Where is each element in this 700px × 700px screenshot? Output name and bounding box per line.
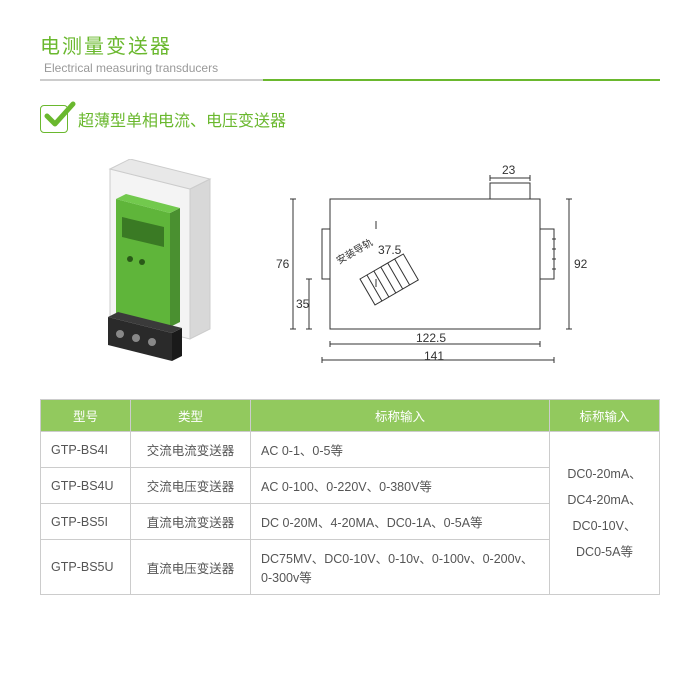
dim-bottom-total: 141 xyxy=(424,349,444,363)
cell-model: GTP-BS4I xyxy=(41,432,131,468)
th-output: 标称输入 xyxy=(550,400,660,432)
dim-bottom-inner: 122.5 xyxy=(416,331,446,345)
cell-type: 直流电压变送器 xyxy=(131,540,251,595)
table-header-row: 型号 类型 标称输入 标称输入 xyxy=(41,400,660,432)
th-type: 类型 xyxy=(131,400,251,432)
dim-side-inner: 35 xyxy=(296,297,309,311)
th-model: 型号 xyxy=(41,400,131,432)
dim-side-mid: 37.5 xyxy=(378,243,401,257)
cell-model: GTP-BS5I xyxy=(41,504,131,540)
cell-input: DC75MV、DC0-10V、0-10v、0-100v、0-200v、0-300… xyxy=(251,540,550,595)
table-row: GTP-BS4I 交流电流变送器 AC 0-1、0-5等 DC0-20mA、 D… xyxy=(41,432,660,468)
cell-output: DC0-20mA、 DC4-20mA、 DC0-10V、 DC0-5A等 xyxy=(550,432,660,595)
title-en: Electrical measuring transducers xyxy=(44,61,660,75)
cell-input: DC 0-20M、4-20MA、DC0-1A、0-5A等 xyxy=(251,504,550,540)
header-divider xyxy=(40,79,660,81)
dim-right: 92 xyxy=(574,257,587,271)
cell-type: 直流电流变送器 xyxy=(131,504,251,540)
output-line: DC4-20mA、 xyxy=(560,487,649,513)
dim-side-total: 76 xyxy=(276,257,289,271)
dimensional-drawing: 23 92 76 35 37.5 安装导轨 122.5 141 xyxy=(260,169,600,369)
section-title: 超薄型单相电流、电压变送器 xyxy=(40,105,660,133)
title-cn: 电测量变送器 xyxy=(40,30,660,59)
th-input: 标称输入 xyxy=(251,400,550,432)
cell-type: 交流电压变送器 xyxy=(131,468,251,504)
check-icon xyxy=(40,105,68,133)
dim-top: 23 xyxy=(502,163,515,177)
output-line: DC0-10V、 xyxy=(560,513,649,539)
spec-table: 型号 类型 标称输入 标称输入 GTP-BS4I 交流电流变送器 AC 0-1、… xyxy=(40,399,660,595)
page-header: 电测量变送器 Electrical measuring transducers xyxy=(40,30,660,81)
cell-model: GTP-BS4U xyxy=(41,468,131,504)
cell-model: GTP-BS5U xyxy=(41,540,131,595)
cell-type: 交流电流变送器 xyxy=(131,432,251,468)
cell-input: AC 0-100、0-220V、0-380V等 xyxy=(251,468,550,504)
output-line: DC0-5A等 xyxy=(560,539,649,565)
section-title-text: 超薄型单相电流、电压变送器 xyxy=(78,107,286,131)
output-line: DC0-20mA、 xyxy=(560,461,649,487)
cell-input: AC 0-1、0-5等 xyxy=(251,432,550,468)
figures-row: 23 92 76 35 37.5 安装导轨 122.5 141 xyxy=(80,159,660,369)
product-illustration xyxy=(80,159,220,369)
